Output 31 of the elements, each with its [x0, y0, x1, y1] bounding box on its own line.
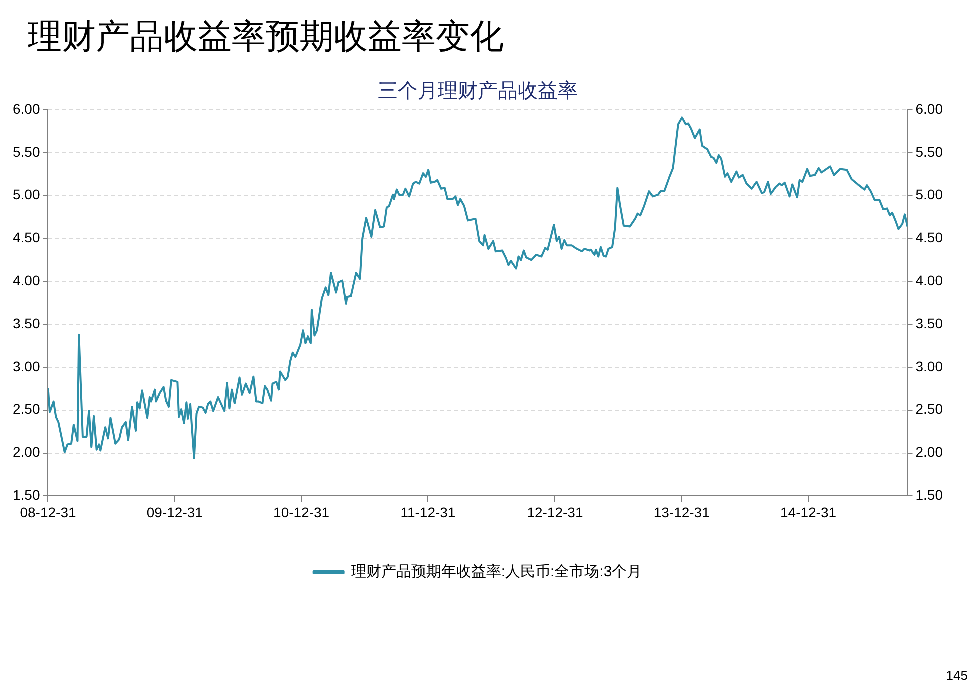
y-tick-label: 3.00 — [13, 358, 40, 374]
y2-tick-label: 3.00 — [916, 358, 944, 374]
y-tick-label: 1.50 — [13, 487, 40, 504]
x-tick-label: 11-12-31 — [400, 504, 456, 520]
y2-tick-label: 2.00 — [916, 444, 944, 460]
y2-tick-label: 3.50 — [916, 315, 944, 332]
y-tick-label: 5.00 — [13, 186, 40, 203]
y2-tick-label: 2.50 — [916, 401, 944, 418]
chart-title: 理财产品收益率预期收益率变化 — [28, 17, 504, 58]
chart-subtitle: 三个月理财产品收益率 — [378, 80, 578, 103]
y2-tick-label: 5.50 — [916, 144, 944, 160]
y2-tick-label: 4.50 — [916, 230, 944, 246]
y-tick-label: 4.00 — [13, 272, 40, 289]
text: 145 — [946, 668, 968, 683]
legend-label: 理财产品预期年收益率:人民币:全市场:3个月 — [351, 564, 642, 581]
y-tick-label: 5.50 — [13, 144, 40, 160]
y-tick-label: 4.50 — [13, 230, 40, 246]
x-tick-label: 12-12-31 — [527, 504, 584, 520]
x-tick-label: 14-12-31 — [780, 504, 837, 520]
y2-tick-label: 1.50 — [916, 487, 944, 504]
y-tick-label: 3.50 — [13, 315, 40, 332]
y-tick-label: 2.50 — [13, 401, 40, 418]
x-tick-label: 09-12-31 — [146, 504, 204, 520]
y-tick-label: 6.00 — [13, 100, 40, 117]
x-tick-label: 13-12-31 — [654, 504, 710, 520]
x-tick-label: 10-12-31 — [274, 504, 330, 520]
y-tick-label: 2.00 — [13, 444, 40, 460]
x-tick-label: 08-12-31 — [20, 504, 76, 520]
y2-tick-label: 6.00 — [916, 100, 944, 117]
y2-tick-label: 5.00 — [916, 186, 944, 203]
y2-tick-label: 4.00 — [916, 272, 944, 289]
